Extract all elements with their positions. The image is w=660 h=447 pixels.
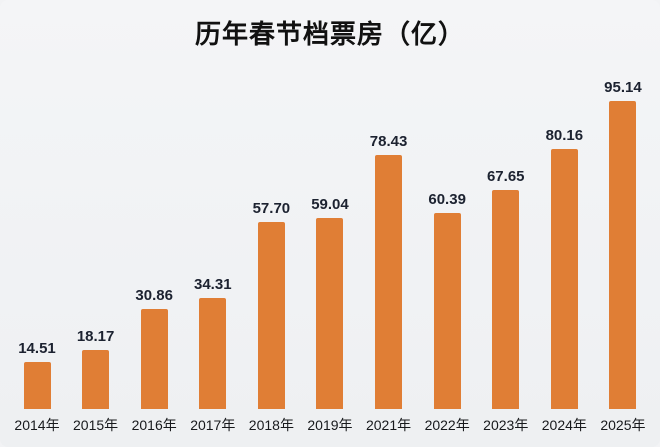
bar-group: 14.51: [8, 340, 66, 409]
bar-group: 18.17: [67, 328, 125, 409]
x-axis-label: 2017年: [190, 417, 236, 433]
x-axis: 2014年 2015年 2016年 2017年 2018年 2019年 2021年 2022年…: [0, 409, 660, 447]
x-axis-label: 2014年: [14, 417, 60, 433]
bar-group: 57.70: [242, 200, 300, 409]
bar-value-label: 80.16: [545, 127, 584, 144]
bar-value-label: 14.51: [18, 340, 56, 357]
bar-group: 60.39: [418, 191, 476, 409]
bar: [433, 213, 461, 409]
x-axis-label: 2016年: [131, 417, 177, 433]
x-axis-label: 2025年: [600, 417, 646, 433]
bar: [140, 309, 168, 409]
x-axis-label: 2024年: [541, 417, 587, 433]
bar-value-label: 34.31: [194, 276, 232, 293]
bar-group: 34.31: [184, 276, 242, 409]
bar-value-label: 18.17: [76, 328, 115, 345]
x-axis-label: 2021年: [365, 417, 412, 433]
bar-value-label: 30.86: [135, 287, 173, 304]
bar: [257, 222, 285, 409]
bar-value-label: 60.39: [428, 191, 466, 208]
bar: [23, 362, 51, 409]
bar: [609, 101, 637, 409]
x-axis-label: 2023年: [483, 417, 529, 433]
bar-value-label: 59.04: [311, 196, 349, 213]
bar: [375, 155, 403, 409]
bar: [82, 350, 110, 409]
plot-area: 14.51 18.17 30.86 34.31 57.70 59.04 78.43 60.39…: [0, 51, 660, 409]
x-axis-label: 2022年: [424, 417, 470, 433]
bar-group: 80.16: [535, 127, 593, 409]
bar-value-label: 67.65: [486, 168, 525, 185]
bar-group: 30.86: [125, 287, 183, 409]
bar: [199, 298, 227, 409]
bar-group: 67.65: [477, 168, 535, 409]
bar-value-label: 57.70: [252, 200, 291, 217]
x-axis-label: 2019年: [307, 417, 353, 433]
bar-value-label: 95.14: [604, 79, 642, 96]
x-axis-label: 2018年: [248, 417, 294, 433]
bar: [316, 218, 344, 409]
bar-group: 59.04: [301, 196, 359, 409]
bar-value-label: 78.43: [369, 133, 408, 150]
chart-title: 历年春节档票房（亿）: [194, 19, 465, 49]
bar: [550, 149, 578, 409]
bar: [492, 190, 520, 409]
x-axis-label: 2015年: [73, 417, 119, 433]
bar-group: 78.43: [360, 133, 418, 409]
bar-group: 95.14: [594, 79, 652, 409]
